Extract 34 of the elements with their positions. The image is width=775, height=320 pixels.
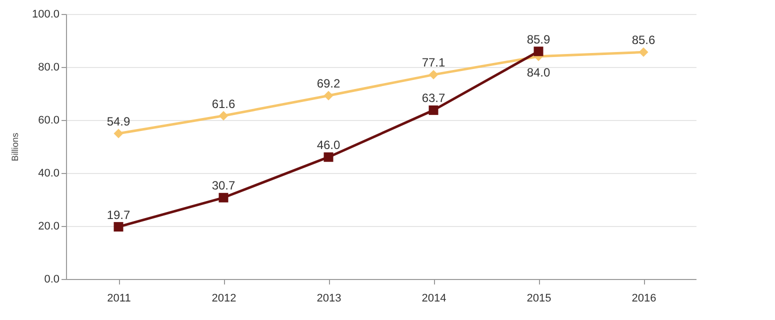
data-label: 30.7 xyxy=(212,178,236,193)
x-tick-label: 2011 xyxy=(107,292,131,304)
point xyxy=(534,46,544,56)
data-label: 85.6 xyxy=(632,33,656,48)
x-tick-label: 2013 xyxy=(316,292,342,304)
data-label: 63.7 xyxy=(422,91,446,106)
point xyxy=(218,111,228,121)
point xyxy=(638,47,648,57)
point xyxy=(324,90,334,100)
data-label: 19.7 xyxy=(106,208,130,222)
y-tick-label: 20.0 xyxy=(38,220,60,232)
x-tick-label: 2014 xyxy=(422,292,446,304)
data-label: 77.1 xyxy=(422,56,446,70)
y-tick-label: 60.0 xyxy=(38,114,60,126)
point xyxy=(324,152,334,162)
data-label: 61.6 xyxy=(212,96,236,111)
x-tick-label: 2015 xyxy=(526,292,552,304)
data-label: 46.0 xyxy=(316,138,340,152)
x-tick-label: 2016 xyxy=(632,292,656,304)
data-label: 69.2 xyxy=(316,76,340,91)
point xyxy=(428,105,438,115)
point xyxy=(114,128,124,138)
y-axis-title: Billions xyxy=(10,132,20,162)
data-label: 54.9 xyxy=(106,114,130,129)
y-tick-label: 40.0 xyxy=(38,168,60,180)
y-tick-label: 100.0 xyxy=(32,8,60,20)
data-label: 84.0 xyxy=(526,65,550,80)
data-label: 85.9 xyxy=(526,32,550,46)
point xyxy=(218,192,228,202)
y-tick-label: 80.0 xyxy=(38,62,60,74)
y-tick-label: 0.0 xyxy=(44,274,60,286)
point xyxy=(114,222,124,232)
x-tick-label: 2012 xyxy=(212,292,236,304)
point xyxy=(428,70,438,80)
